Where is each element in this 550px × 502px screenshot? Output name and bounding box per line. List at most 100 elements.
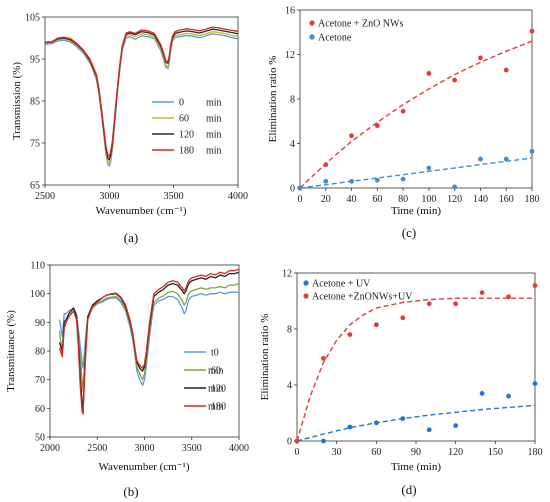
panel-c-fit-curve — [299, 157, 533, 189]
panel-d-data-point — [321, 438, 326, 444]
panel-d-xlabel: Time (min) — [391, 461, 441, 473]
panel-c-data-point — [349, 178, 354, 184]
panel-d-data-point — [453, 301, 459, 307]
panel-d-data-point — [532, 381, 538, 386]
panel-b-ylabel: Transmittance (%) — [5, 310, 17, 392]
panel-d-ylabel: Elimination ratio % — [259, 314, 271, 401]
panel-b-legend-unit: min — [208, 366, 224, 377]
panel-c-x-tick-label: 80 — [398, 194, 408, 205]
panel-d-data-point — [347, 424, 353, 430]
panel-b-y-tick-label: 80 — [35, 347, 45, 358]
panel-a-series-line-180 — [44, 26, 239, 158]
panel-b-y-tick-label: 70 — [35, 375, 45, 386]
panel-c-fit-curve — [299, 40, 533, 189]
panel-b-series-line-t0 — [58, 291, 239, 387]
panel-a-legend-name: 120 — [179, 130, 194, 141]
panel-c-xlabel: Time (min) — [391, 205, 441, 217]
panel-a-x-tick-label: 3000 — [99, 191, 119, 202]
panel-b-series-line-180 — [58, 268, 240, 415]
panel-c-data-point — [503, 67, 509, 73]
panel-b-xlabel: Wavenumber (cm⁻¹) — [99, 461, 190, 473]
panel-b-series-line-120 — [58, 271, 240, 409]
panel-b-x-tick-label: 4000 — [229, 443, 249, 454]
panel-d-data-point — [321, 356, 326, 361]
panel-c-data-point — [400, 176, 406, 182]
panel-a-y-tick-label: 75 — [30, 139, 40, 150]
panel-d-x-tick-label: 180 — [528, 447, 543, 458]
panel-c-x-tick-label: 20 — [321, 194, 331, 205]
panel-c-legend-name: Acetone + ZnO NWs — [318, 19, 403, 30]
panel-b-legend-name: t0 — [211, 348, 219, 359]
panel-c-data-point — [478, 55, 483, 61]
panel-d-data-point — [532, 283, 538, 288]
panel-c-data-point — [452, 184, 458, 190]
panel-c-data-point — [400, 108, 406, 114]
panel-a-xlabel: Wavenumber (cm⁻¹) — [96, 205, 187, 217]
panel-c-data-point — [374, 177, 380, 183]
panel-b-x-tick-label: 3500 — [182, 443, 202, 454]
panel-c-data-point — [503, 156, 509, 162]
panel-c-data-point — [323, 178, 329, 184]
panel-d-data-point — [479, 290, 485, 295]
panel-a-x-tick-label: 3500 — [164, 191, 184, 202]
panel-b-y-tick-label: 100 — [30, 289, 45, 300]
panel-c-data-point — [323, 162, 329, 168]
panel-c-legend-marker — [309, 34, 315, 40]
panel-a-legend-name: 180 — [179, 146, 194, 157]
panel-d-fit-curve — [296, 297, 535, 442]
panel-c-x-tick-label: 100 — [421, 194, 436, 205]
panel-c-data-point — [426, 165, 432, 171]
panel-c-x-tick-label: 0 — [298, 194, 303, 205]
panel-a-legend-name: 60 — [179, 114, 189, 125]
panel-c-data-point — [529, 28, 535, 34]
panel-b-legend-unit: min — [208, 402, 224, 413]
panel-a-y-tick-label: 95 — [30, 55, 40, 66]
panel-c-x-tick-label: 120 — [447, 194, 462, 205]
panel-b-x-tick-label: 3000 — [135, 443, 155, 454]
panel-a-y-tick-label: 85 — [30, 97, 40, 108]
panel-c-chart: Elimination ratio % Time (min) 0 20 40 60 80… — [267, 6, 540, 218]
panel-c-x-tick-label: 160 — [499, 194, 514, 205]
panel-d-chart: Elimination ratio % Time (min) 0 30 60 90 12… — [259, 269, 543, 474]
panel-d-data-point — [373, 420, 379, 426]
panel-c-data-point — [426, 71, 432, 76]
panel-a-x-tick-label: 2500 — [35, 191, 55, 202]
panel-d-data-point — [453, 423, 459, 428]
panel-b-y-tick-label: 60 — [35, 404, 45, 415]
panel-c-data-point — [529, 148, 535, 154]
panel-a-legend-unit: min — [206, 130, 222, 141]
panel-d-x-tick-label: 150 — [488, 447, 503, 458]
panel-c-data-point — [478, 156, 483, 162]
panel-d-data-point — [400, 416, 406, 421]
panel-b-y-tick-label: 110 — [30, 261, 45, 272]
panel-d-data-point — [506, 393, 511, 399]
panel-c-label: (c) — [402, 225, 416, 240]
panel-a-legend-unit: min — [206, 98, 222, 109]
panel-d-data-point — [294, 438, 300, 444]
panel-b-legend-unit: min — [208, 384, 224, 395]
panel-b-x-tick-label: 2500 — [87, 443, 107, 454]
panel-d-legend-marker — [303, 293, 309, 299]
panel-c-data-point — [452, 77, 458, 83]
panel-c-x-tick-label: 60 — [372, 194, 382, 205]
panel-b-label: (b) — [123, 484, 138, 499]
panel-a-ylabel: Transmission (%) — [11, 62, 23, 140]
panel-d-y-tick-label: 12 — [282, 269, 292, 280]
panel-d-x-tick-label: 0 — [295, 447, 300, 458]
panel-a-legend-unit: min — [206, 146, 222, 157]
panel-c-x-tick-label: 40 — [347, 194, 357, 205]
panel-c-y-tick-label: 16 — [285, 6, 295, 17]
panel-a-y-tick-label: 65 — [30, 181, 40, 192]
panel-b-legend-name: 180 — [211, 402, 226, 413]
panel-d-y-tick-label: 4 — [287, 381, 292, 392]
panel-b-y-tick-label: 50 — [35, 433, 45, 444]
panel-b-legend-name: 120 — [211, 384, 226, 395]
panel-d-y-tick-label: 8 — [287, 325, 292, 336]
panel-a-chart: Transmission (%) Wavenumber (cm⁻¹) 2500 3… — [11, 13, 248, 218]
panel-d-fit-curve — [296, 404, 536, 442]
panel-a-label: (a) — [124, 230, 138, 245]
panel-b-series-line-60 — [58, 282, 240, 392]
panel-d-y-tick-label: 0 — [287, 437, 292, 448]
panel-c-data-point — [297, 185, 303, 191]
